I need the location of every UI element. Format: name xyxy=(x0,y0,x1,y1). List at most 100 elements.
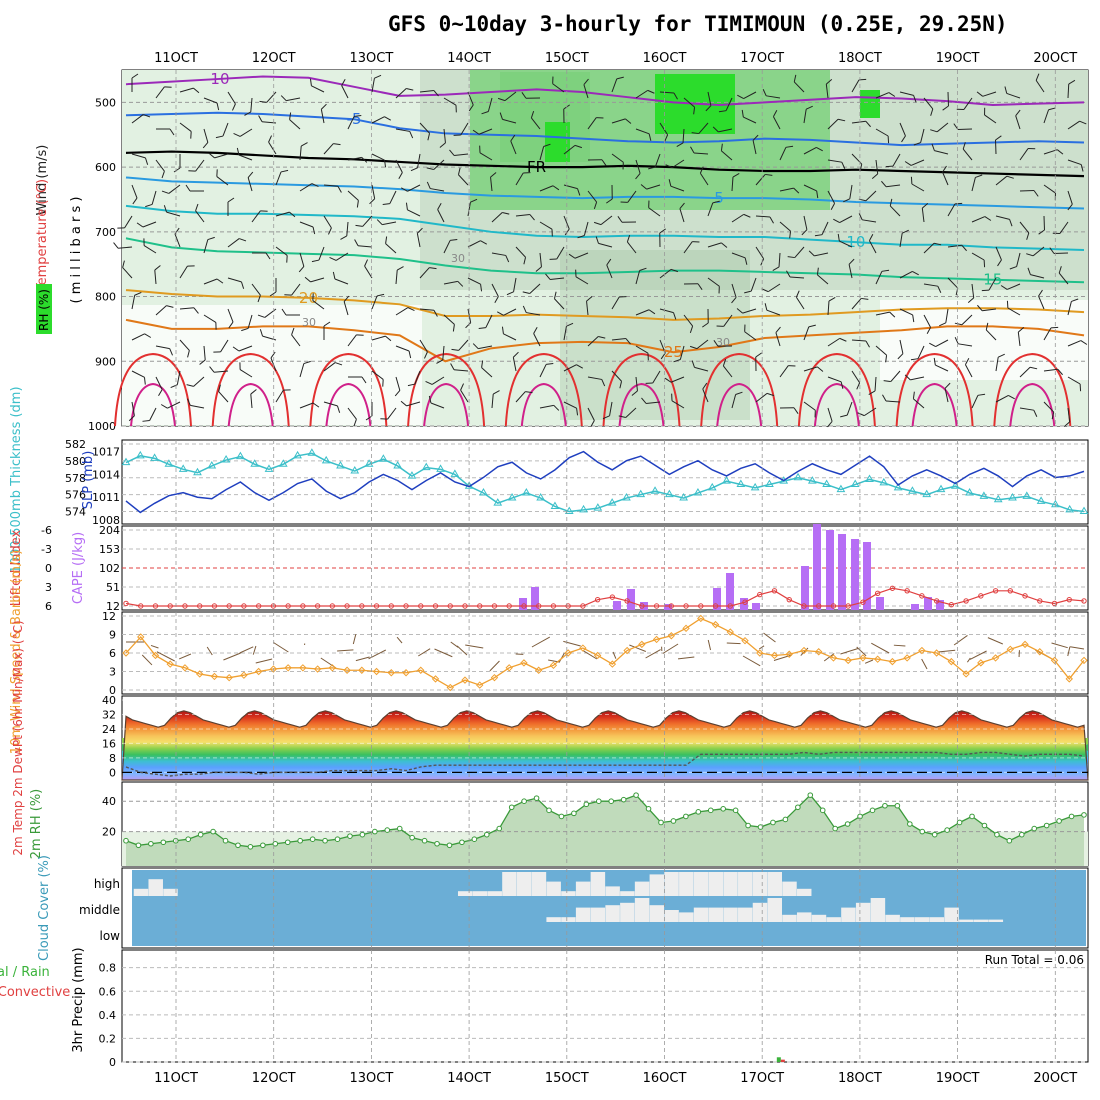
wind-barb-staff xyxy=(995,246,1002,261)
wind-barb xyxy=(984,107,997,124)
wind-barb-staff xyxy=(648,207,661,217)
wind-barb-flag xyxy=(522,291,530,295)
thick-ylabel: 1000-500mb Thickness (dm) xyxy=(9,386,24,573)
wind-barb xyxy=(1067,159,1084,172)
wind-barb-flag xyxy=(158,389,163,397)
thickness-marker xyxy=(221,455,231,463)
wind-barb-flag xyxy=(712,126,719,133)
wind-barb-staff xyxy=(890,370,901,382)
wind-barb-flag xyxy=(398,172,403,180)
wind-barb-flag xyxy=(428,395,432,404)
rh-marker xyxy=(658,819,664,826)
wind-barb-staff xyxy=(371,153,385,161)
wind-barb xyxy=(912,391,925,409)
wind-barb-flag xyxy=(269,291,277,297)
wind-barb xyxy=(299,360,311,378)
wind-barb-flag xyxy=(718,286,720,294)
wind-barb xyxy=(323,184,342,193)
wind-barb-flag xyxy=(601,159,607,166)
wind-barb xyxy=(772,110,781,130)
wind-barb-flag xyxy=(601,379,606,387)
wind-barb xyxy=(827,407,833,428)
wind-barb xyxy=(395,307,415,316)
wind-barb xyxy=(705,91,712,112)
wind-barb-staff xyxy=(467,240,481,248)
wind-barb-flag xyxy=(787,256,795,259)
wind-barb xyxy=(930,122,949,133)
wind-barb-10m xyxy=(352,634,357,645)
wind-barb-staff xyxy=(533,333,541,347)
rh-marker xyxy=(1031,825,1038,832)
wind-barb-flag xyxy=(931,143,935,151)
wind-barb xyxy=(472,128,493,135)
thickness-marker xyxy=(321,455,331,464)
thickness-marker xyxy=(950,481,960,489)
wind-barb-staff xyxy=(671,400,685,409)
thickness-marker xyxy=(278,459,288,467)
cloud-bar-middle xyxy=(973,919,989,922)
cloud-bar-middle xyxy=(634,898,650,922)
wind-barb-flag xyxy=(576,364,584,369)
wind-barb-flag xyxy=(861,297,869,300)
wind-barb-flag xyxy=(929,342,936,348)
wind-barb-flag xyxy=(830,203,836,210)
wind-barb-flag xyxy=(384,160,387,168)
wind-barb xyxy=(117,215,133,229)
wind-barb xyxy=(247,171,254,192)
wind-barb-flag xyxy=(356,334,364,336)
wind-barb-staff xyxy=(1058,272,1069,285)
wind-barb-flag xyxy=(408,350,412,359)
wind-barb xyxy=(460,383,469,403)
wind-speed-marker xyxy=(417,666,425,674)
wind-barb xyxy=(786,270,805,279)
cloud-bar-high xyxy=(679,872,694,896)
rh-shade-dry-2 xyxy=(880,300,1088,380)
wind-barb xyxy=(689,339,709,350)
wind-barb xyxy=(252,252,271,260)
wind-barb-flag xyxy=(808,324,816,328)
rh-marker xyxy=(583,801,590,808)
rh-marker xyxy=(260,842,266,849)
wind-barb-flag xyxy=(216,102,220,111)
rh-marker xyxy=(1043,822,1050,829)
rh-marker xyxy=(994,831,1000,838)
wind-barb-flag xyxy=(1079,383,1082,392)
wind-barb xyxy=(227,197,235,216)
wind-barb-flag xyxy=(380,418,388,420)
wind-tick-label: 6 xyxy=(109,647,116,660)
wind-barb xyxy=(510,134,517,155)
wind-barb xyxy=(515,246,527,265)
wind-barb-staff xyxy=(1067,190,1073,205)
cloud-bar-middle xyxy=(738,907,753,922)
cloud-bar-high xyxy=(590,872,606,896)
isotherm-line xyxy=(125,237,1085,284)
wind-barb-staff xyxy=(491,394,494,409)
lifted-index-marker xyxy=(757,591,763,598)
wind-barb-staff xyxy=(865,190,877,202)
cloud-bar-middle xyxy=(620,902,635,922)
wind-barb xyxy=(840,401,853,418)
wind-barb xyxy=(320,103,327,124)
wind-barb-staff xyxy=(698,122,709,134)
wind-barb xyxy=(833,215,853,224)
wind-barb-staff xyxy=(779,221,791,232)
rh-marker xyxy=(148,840,154,847)
wind-barb-staff xyxy=(419,122,430,134)
wind-barb-flag xyxy=(1051,411,1055,420)
wind-barb-flag xyxy=(575,269,577,277)
wind-barb-flag xyxy=(901,229,909,234)
wind-barb xyxy=(814,221,829,237)
lifted-index-marker xyxy=(816,603,822,609)
cloud-bar-high xyxy=(752,872,768,896)
wind-barb xyxy=(857,407,877,417)
wind-barb xyxy=(875,345,888,363)
wind-barb-staff xyxy=(131,114,144,124)
wind-barb xyxy=(885,153,901,168)
wind-barb xyxy=(284,283,301,296)
pressure-tick-label: 600 xyxy=(95,161,116,174)
wind-barb-flag xyxy=(843,198,851,203)
isotherm-label: 5 xyxy=(714,189,724,207)
wind-speed-marker xyxy=(299,664,307,672)
wind-barb xyxy=(640,184,661,190)
wind-barb xyxy=(244,97,253,116)
